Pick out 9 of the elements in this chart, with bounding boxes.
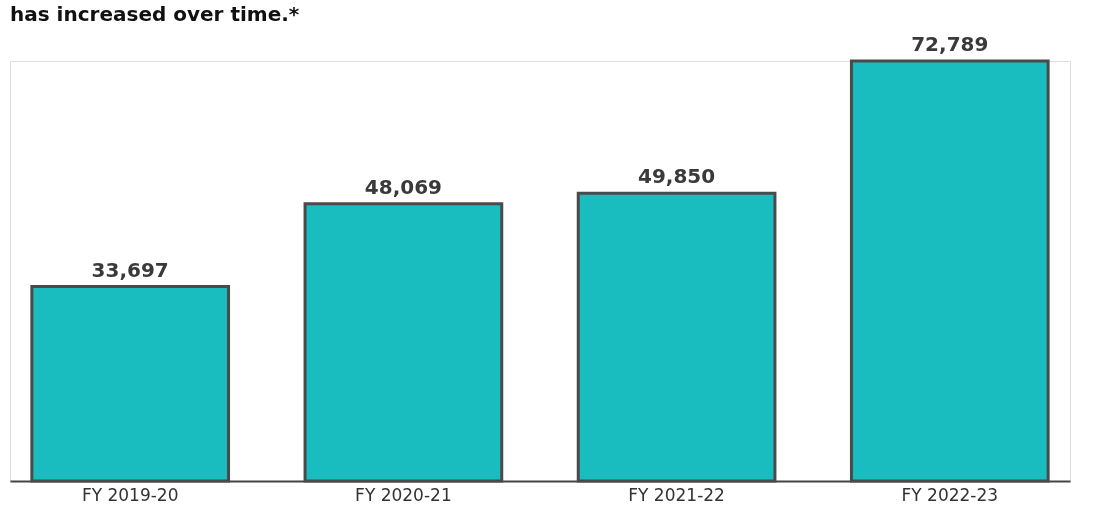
x-tick-label: FY 2022-23: [901, 484, 999, 505]
x-tick-label: FY 2020-21: [355, 484, 452, 505]
data-label: 33,697: [91, 257, 169, 282]
data-label: 72,789: [911, 32, 989, 56]
x-tick-label: FY 2019-20: [81, 484, 179, 505]
chart-title: has increased over time.*: [10, 2, 300, 26]
data-label: 49,850: [638, 164, 716, 189]
x-tick-label: FY 2021-22: [628, 484, 725, 505]
data-label: 48,069: [364, 174, 442, 199]
